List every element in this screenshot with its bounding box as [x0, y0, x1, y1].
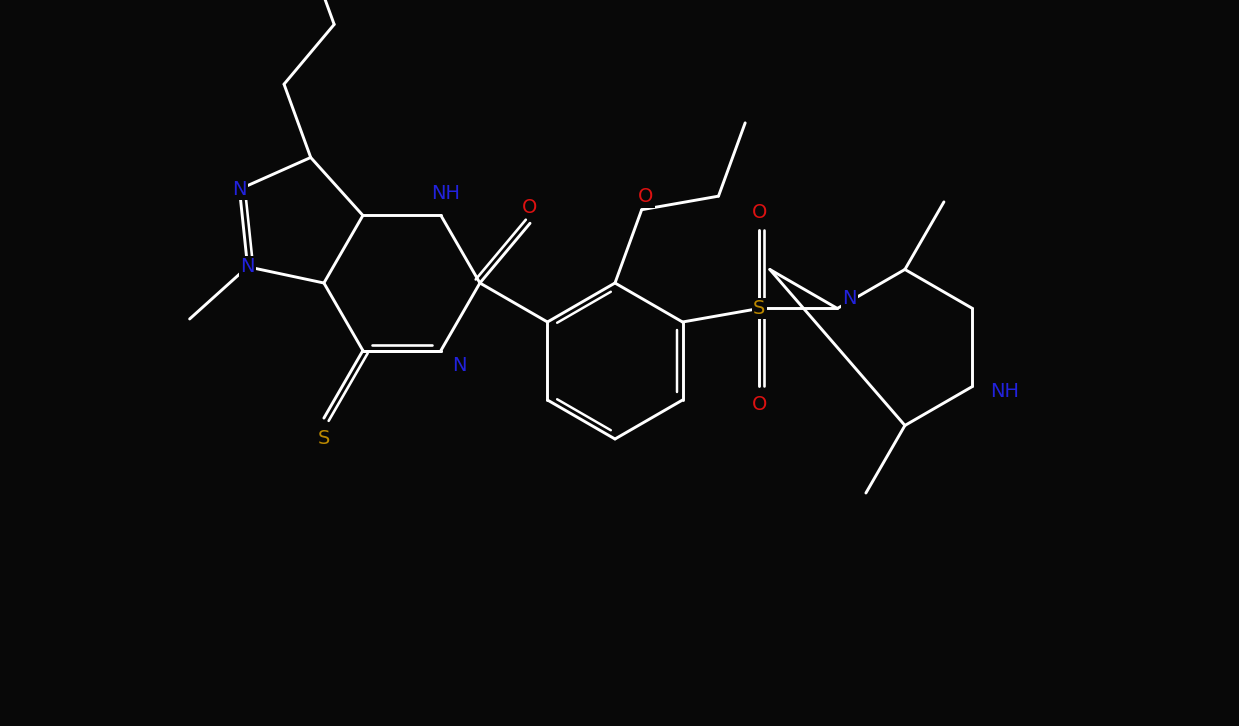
Text: S: S: [317, 428, 330, 448]
Text: N: N: [843, 289, 856, 308]
Text: O: O: [752, 203, 767, 222]
Text: N: N: [232, 180, 247, 199]
Text: O: O: [523, 197, 538, 217]
Text: O: O: [638, 187, 653, 206]
Text: O: O: [752, 395, 767, 414]
Text: N: N: [240, 257, 255, 277]
Text: S: S: [753, 299, 766, 318]
Text: NH: NH: [990, 382, 1020, 401]
Text: NH: NH: [431, 184, 461, 203]
Text: N: N: [452, 356, 466, 375]
